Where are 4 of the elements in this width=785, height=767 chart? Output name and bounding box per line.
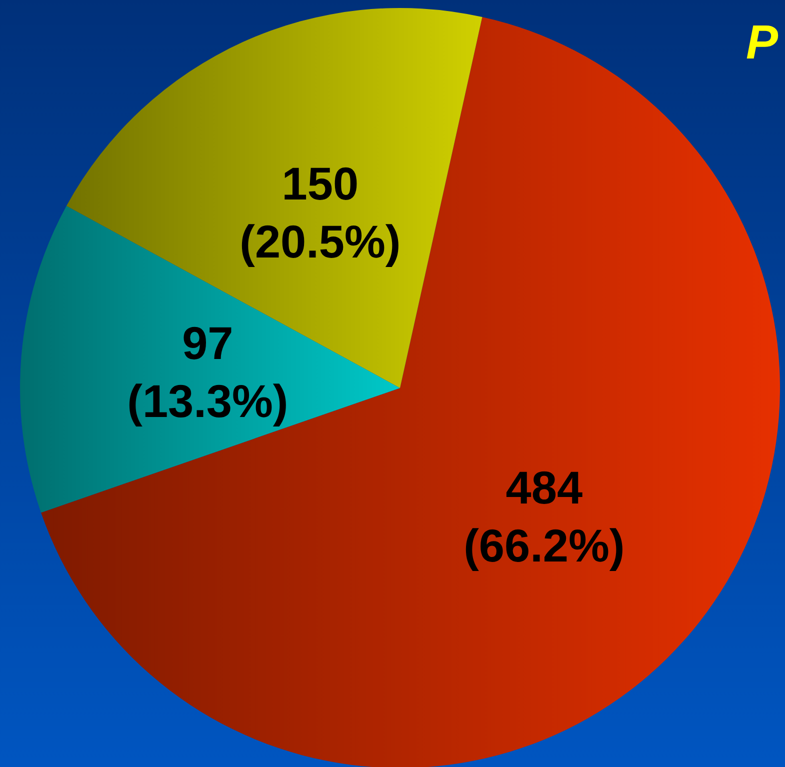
- data-label: 97 (13.3%): [127, 317, 288, 428]
- chart-title: P: [746, 16, 779, 70]
- data-label: 484 (66.2%): [464, 461, 625, 572]
- data-label: 150 (20.5%): [240, 157, 401, 268]
